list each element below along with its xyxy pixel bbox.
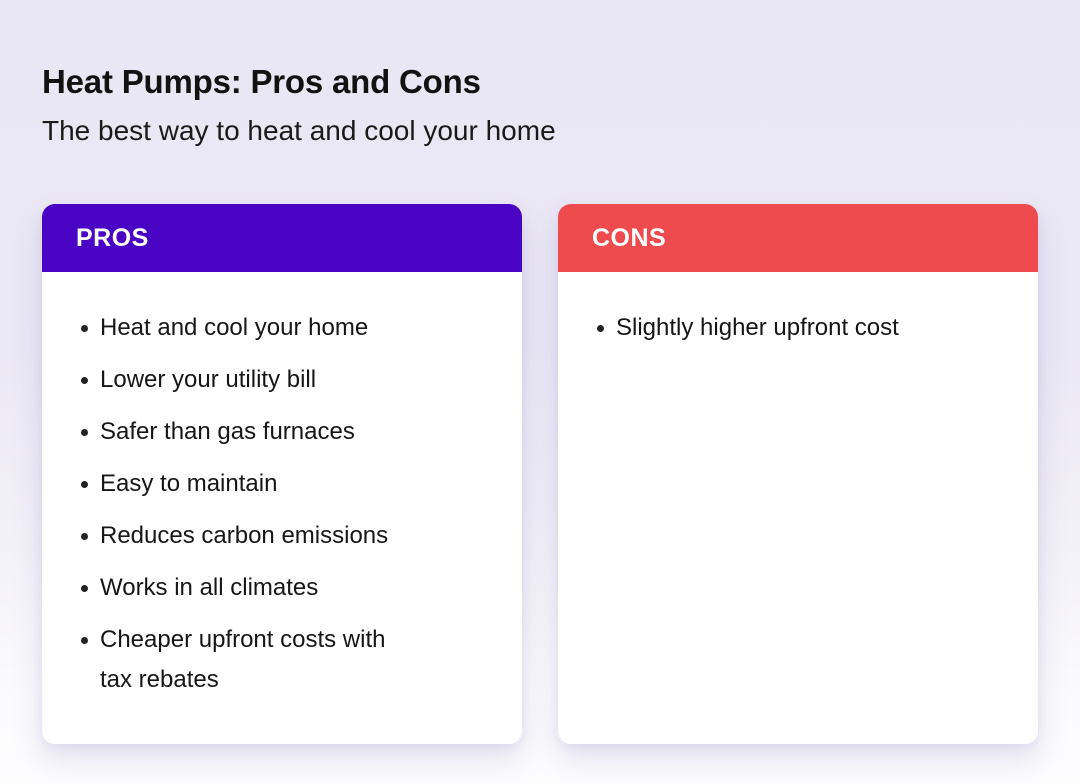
page-title: Heat Pumps: Pros and Cons bbox=[42, 63, 481, 100]
list-item: Lower your utility bill bbox=[78, 360, 400, 400]
page-subtitle: The best way to heat and cool your home bbox=[42, 114, 556, 146]
pros-list: Heat and cool your home Lower your utili… bbox=[78, 308, 482, 700]
cons-card-title: CONS bbox=[592, 223, 667, 252]
cons-card: CONS Slightly higher upfront cost bbox=[558, 204, 1038, 745]
infographic: Heat Pumps: Pros and Cons The best way t… bbox=[42, 63, 1038, 745]
pros-card-header: PROS bbox=[42, 204, 522, 273]
cons-card-header: CONS bbox=[558, 204, 1038, 273]
list-item: Works in all climates bbox=[78, 568, 400, 608]
cons-list: Slightly higher upfront cost bbox=[594, 308, 998, 348]
list-item: Easy to maintain bbox=[78, 464, 400, 504]
list-item: Safer than gas furnaces bbox=[78, 412, 400, 452]
list-item: Cheaper upfront costs with tax rebates bbox=[78, 620, 400, 700]
pros-card-body: Heat and cool your home Lower your utili… bbox=[42, 272, 522, 745]
list-item: Reduces carbon emissions bbox=[78, 516, 400, 556]
pros-card-title: PROS bbox=[76, 223, 149, 252]
cons-card-body: Slightly higher upfront cost bbox=[558, 272, 1038, 745]
cards-row: PROS Heat and cool your home Lower your … bbox=[42, 204, 1038, 745]
list-item: Heat and cool your home bbox=[78, 308, 400, 348]
pros-card: PROS Heat and cool your home Lower your … bbox=[42, 204, 522, 745]
list-item: Slightly higher upfront cost bbox=[594, 308, 916, 348]
